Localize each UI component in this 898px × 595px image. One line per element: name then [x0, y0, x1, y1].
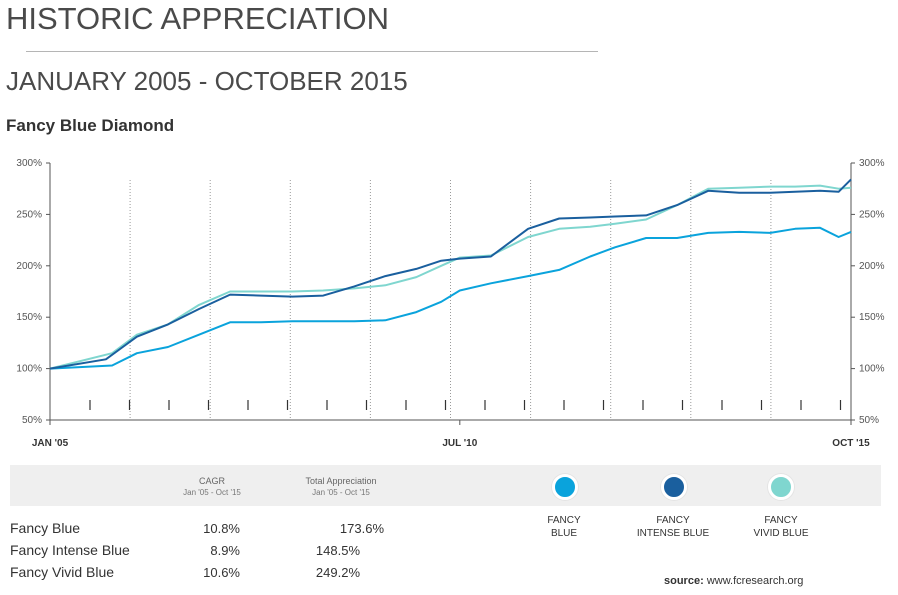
cagr-column-header: CAGR Jan '05 - Oct '15 — [172, 476, 252, 498]
y-tick-label-right: 100% — [859, 364, 885, 375]
row-cagr-fancy-blue: 10.8% — [203, 521, 240, 536]
legend-label-line2: INTENSE BLUE — [636, 528, 710, 539]
y-tick-label-left: 300% — [16, 158, 42, 169]
row-cagr-fancy-vivid-blue: 10.6% — [203, 565, 240, 580]
y-tick-label-left: 250% — [16, 209, 42, 220]
legend-dot-fancy-blue — [552, 474, 578, 500]
series-line-fancy-blue — [49, 226, 852, 370]
total-header-label: Total Appreciation — [305, 476, 377, 486]
legend-label-line1: FANCY — [656, 515, 690, 526]
total-header-range: Jan '05 - Oct '15 — [312, 488, 370, 497]
row-name-fancy-blue: Fancy Blue — [10, 520, 81, 536]
y-tick-label-left: 50% — [22, 415, 42, 426]
source-url: www.fcresearch.org — [706, 575, 804, 587]
y-tick-label-right: 300% — [859, 158, 885, 169]
y-tick-label-right: 50% — [859, 415, 879, 426]
row-total-fancy-blue: 173.6% — [339, 521, 384, 536]
row-total-fancy-intense-blue: 148.5% — [315, 543, 360, 558]
x-tick-label: OCT '15 — [832, 438, 870, 449]
y-tick-label-left: 100% — [16, 364, 42, 375]
row-name-fancy-vivid-blue: Fancy Vivid Blue — [10, 564, 115, 580]
row-name-fancy-intense-blue: Fancy Intense Blue — [10, 542, 130, 558]
y-tick-label-right: 150% — [859, 312, 885, 323]
series-line-fancy-intense-blue — [49, 178, 852, 370]
x-tick-label: JUL '10 — [442, 438, 477, 449]
title-divider — [26, 51, 598, 52]
legend-label-fancy-intense-blue: FANCY INTENSE BLUE — [623, 514, 723, 540]
cagr-header-range: Jan '05 - Oct '15 — [183, 488, 241, 497]
legend-dot-fancy-intense-blue — [661, 474, 687, 500]
legend-label-line1: FANCY — [764, 515, 798, 526]
line-chart: 50% 50% 100% 100% 150% 150% 200% 200% 250% 250% 30… — [16, 158, 885, 449]
legend-label-line2: BLUE — [550, 528, 578, 539]
legend-label-fancy-vivid-blue: FANCY VIVID BLUE — [731, 514, 831, 540]
date-range-subtitle: JANUARY 2005 - OCTOBER 2015 — [6, 66, 408, 96]
source-note: source: www.fcresearch.org — [664, 575, 803, 587]
y-tick-label-right: 200% — [859, 261, 885, 272]
legend-label-line2: VIVID BLUE — [753, 528, 809, 539]
legend-label-line1: FANCY — [547, 515, 581, 526]
y-tick-label-left: 200% — [16, 261, 42, 272]
y-tick-label-left: 150% — [16, 312, 42, 323]
page-title: HISTORIC APPRECIATION — [6, 1, 389, 36]
cagr-header-label: CAGR — [198, 476, 225, 486]
legend-dot-fancy-vivid-blue — [768, 474, 794, 500]
row-total-fancy-vivid-blue: 249.2% — [315, 565, 360, 580]
legend-label-fancy-blue: FANCY BLUE — [514, 514, 614, 540]
total-column-header: Total Appreciation Jan '05 - Oct '15 — [288, 476, 394, 498]
summary-header-band — [10, 465, 881, 506]
chart-title: Fancy Blue Diamond — [6, 116, 175, 135]
row-cagr-fancy-intense-blue: 8.9% — [210, 543, 240, 558]
source-label: source: — [664, 575, 704, 587]
x-tick-label: JAN '05 — [32, 438, 69, 449]
y-tick-label-right: 250% — [859, 209, 885, 220]
